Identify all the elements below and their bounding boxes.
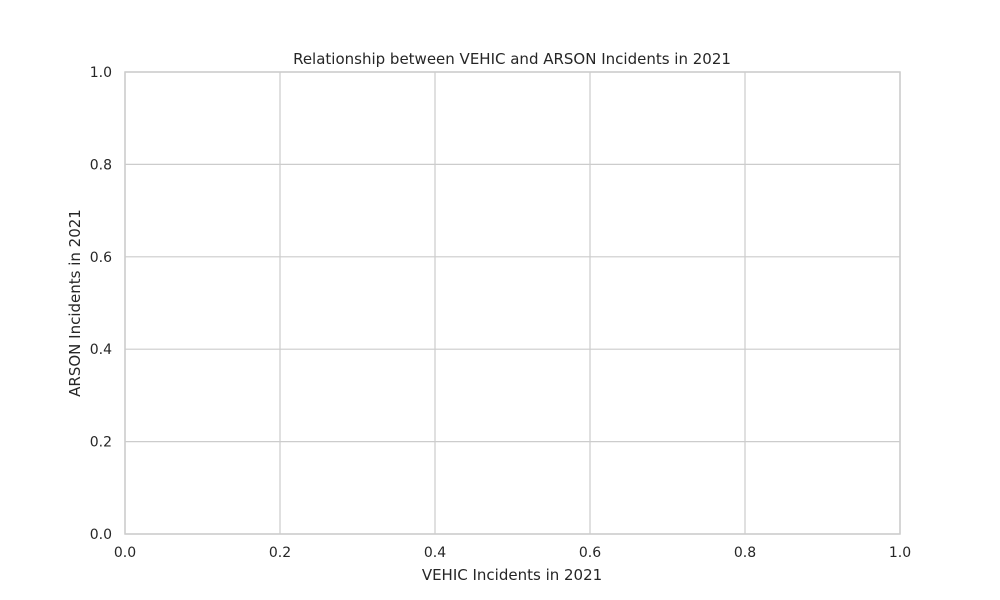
x-tick-label: 0.0 — [114, 545, 136, 561]
x-tick-label: 0.4 — [424, 545, 446, 561]
chart-title: Relationship between VEHIC and ARSON Inc… — [293, 50, 731, 68]
x-tick-label: 0.2 — [269, 545, 291, 561]
x-axis-label: VEHIC Incidents in 2021 — [422, 566, 602, 584]
y-tick-label: 0.0 — [90, 527, 112, 543]
y-tick-label: 0.8 — [90, 157, 112, 173]
y-tick-label: 0.6 — [90, 250, 112, 266]
x-tick-label: 0.8 — [734, 545, 756, 561]
x-tick-label: 0.6 — [579, 545, 601, 561]
x-tick-labels: 0.0 0.2 0.4 0.6 0.8 1.0 — [114, 545, 911, 561]
y-tick-label: 0.4 — [90, 342, 112, 358]
y-tick-label: 0.2 — [90, 435, 112, 451]
x-tick-label: 1.0 — [889, 545, 911, 561]
y-tick-label: 1.0 — [90, 65, 112, 81]
y-tick-labels: 0.0 0.2 0.4 0.6 0.8 1.0 — [90, 65, 112, 543]
plot-area-frame — [124, 71, 901, 535]
y-axis-label: ARSON Incidents in 2021 — [66, 209, 84, 397]
